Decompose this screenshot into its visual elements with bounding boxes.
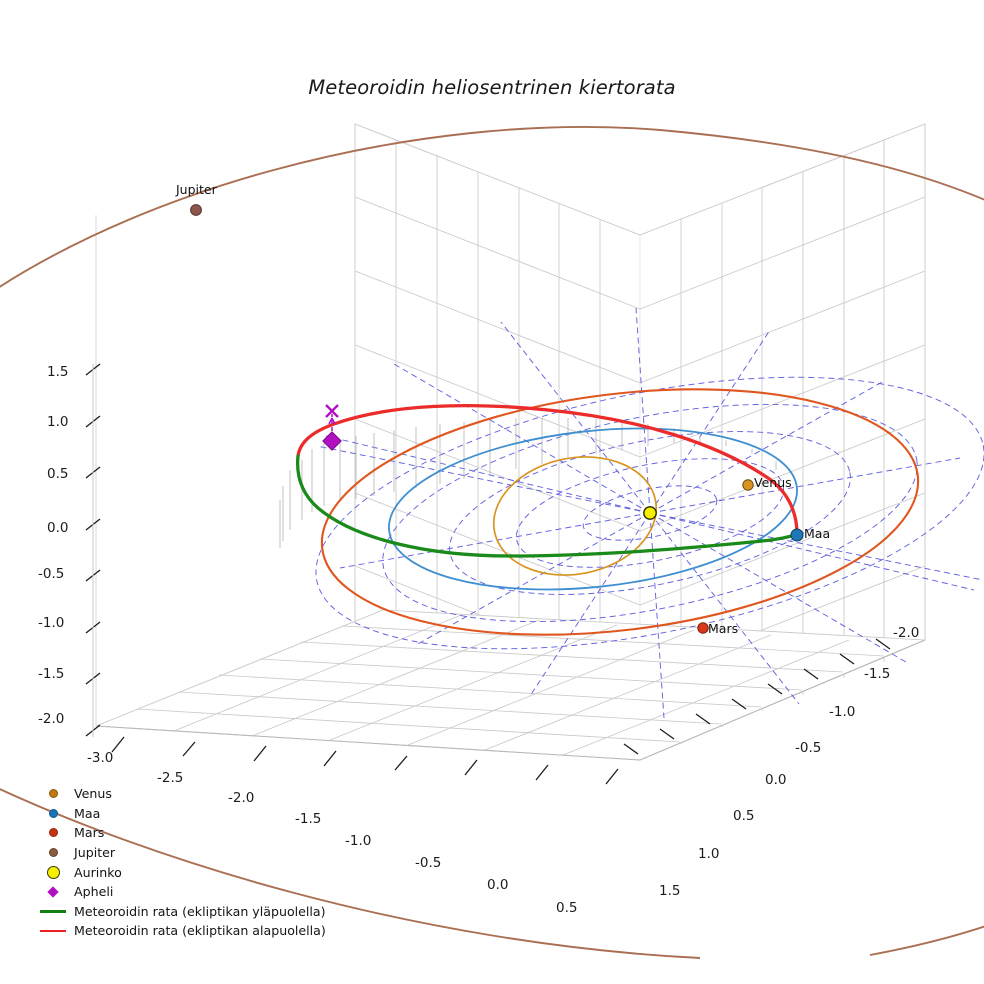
maa-orbit — [388, 427, 798, 591]
x-tick-label: -2.0 — [228, 790, 255, 806]
venus-orbit — [492, 456, 658, 576]
label-maa: Maa — [804, 526, 831, 541]
label-venus: Venus — [754, 475, 792, 490]
z-tick-label: -2.0 — [38, 711, 65, 727]
legend-item-venus[interactable]: Venus — [36, 784, 356, 804]
y-tick-label: 0.0 — [765, 772, 787, 788]
z-tick-label: -0.5 — [38, 566, 65, 582]
axes3d-panes — [95, 123, 926, 761]
circle-marker-icon — [36, 789, 70, 799]
legend-item-jupiter[interactable]: Jupiter — [36, 843, 356, 863]
legend-item-label: Maa — [74, 805, 101, 821]
polar-grid — [315, 307, 984, 719]
x-tick-label: 0.0 — [487, 877, 509, 893]
line-swatch-icon — [36, 910, 70, 913]
jupiter-orbit — [0, 126, 984, 959]
pane-floor — [95, 609, 926, 761]
x-axis-ticks — [111, 736, 619, 785]
legend-item-label: Venus — [74, 786, 112, 802]
x-tick-label: -1.5 — [295, 811, 322, 827]
page-title: Meteoroidin heliosentrinen kiertorata — [308, 76, 676, 99]
aphelion-x-icon — [325, 404, 339, 418]
z-tick-label: -1.0 — [38, 615, 65, 631]
meteoroid-orbit-above-ecliptic — [295, 454, 799, 558]
y-tick-label: 0.5 — [733, 808, 755, 824]
z-tick-label: -1.5 — [38, 666, 65, 682]
z-tick-label: 1.0 — [47, 414, 69, 430]
aurinko-marker[interactable] — [643, 506, 657, 520]
circle-marker-icon — [36, 808, 70, 818]
meteoroid-orbit-below-ecliptic — [296, 403, 799, 536]
y-tick-label: -1.0 — [829, 704, 856, 720]
y-tick-label: 1.0 — [698, 846, 720, 862]
circle-marker-icon — [36, 828, 70, 838]
y-tick-label: -0.5 — [795, 740, 822, 756]
legend-item-aurinko[interactable]: Aurinko — [36, 862, 356, 882]
y-tick-label: 1.5 — [659, 883, 681, 899]
legend-item-label: Apheli — [74, 884, 114, 900]
legend-item-label: Aurinko — [74, 864, 122, 880]
legend-item-meteoroid-below[interactable]: Meteoroidin rata (ekliptikan alapuolella… — [36, 921, 356, 941]
legend-item-label: Meteoroidin rata (ekliptikan yläpuolella… — [74, 903, 326, 919]
legend-item-apheli[interactable]: Apheli — [36, 882, 356, 902]
y-axis-ticks — [623, 638, 891, 755]
legend-item-meteoroid-above[interactable]: Meteoroidin rata (ekliptikan yläpuolella… — [36, 902, 356, 922]
x-tick-label: -2.5 — [157, 770, 184, 786]
legend-item-mars[interactable]: Mars — [36, 823, 356, 843]
y-tick-label: -2.0 — [893, 625, 920, 641]
maa-marker[interactable] — [790, 528, 804, 542]
jupiter-marker[interactable] — [190, 204, 202, 216]
mars-marker[interactable] — [697, 622, 709, 634]
x-tick-label: -3.0 — [87, 750, 114, 766]
polar-grid-spokes — [316, 307, 984, 719]
legend-item-label: Jupiter — [74, 845, 116, 861]
mars-orbit — [320, 388, 920, 636]
legend-item-maa[interactable]: Maa — [36, 804, 356, 824]
x-tick-label: -1.0 — [345, 833, 372, 849]
apheli-marker[interactable] — [322, 431, 342, 451]
x-tick-label: -0.5 — [415, 855, 442, 871]
legend: Venus Maa Mars Jupiter Aurinko — [36, 784, 356, 941]
label-jupiter: Jupiter — [176, 182, 217, 197]
circle-marker-icon — [36, 848, 70, 858]
diamond-marker-icon — [36, 886, 70, 898]
z-tick-label: 0.0 — [47, 520, 69, 536]
legend-item-label: Meteoroidin rata (ekliptikan alapuolella… — [74, 923, 326, 939]
venus-marker[interactable] — [742, 479, 754, 491]
z-tick-label: 0.5 — [47, 466, 69, 482]
x-tick-label: 0.5 — [556, 900, 578, 916]
legend-item-label: Mars — [74, 825, 105, 841]
sun-marker-icon — [36, 865, 70, 879]
label-mars: Mars — [708, 621, 739, 636]
z-tick-label: 1.5 — [47, 364, 69, 380]
y-tick-label: -1.5 — [864, 666, 891, 682]
line-swatch-icon — [36, 929, 70, 933]
